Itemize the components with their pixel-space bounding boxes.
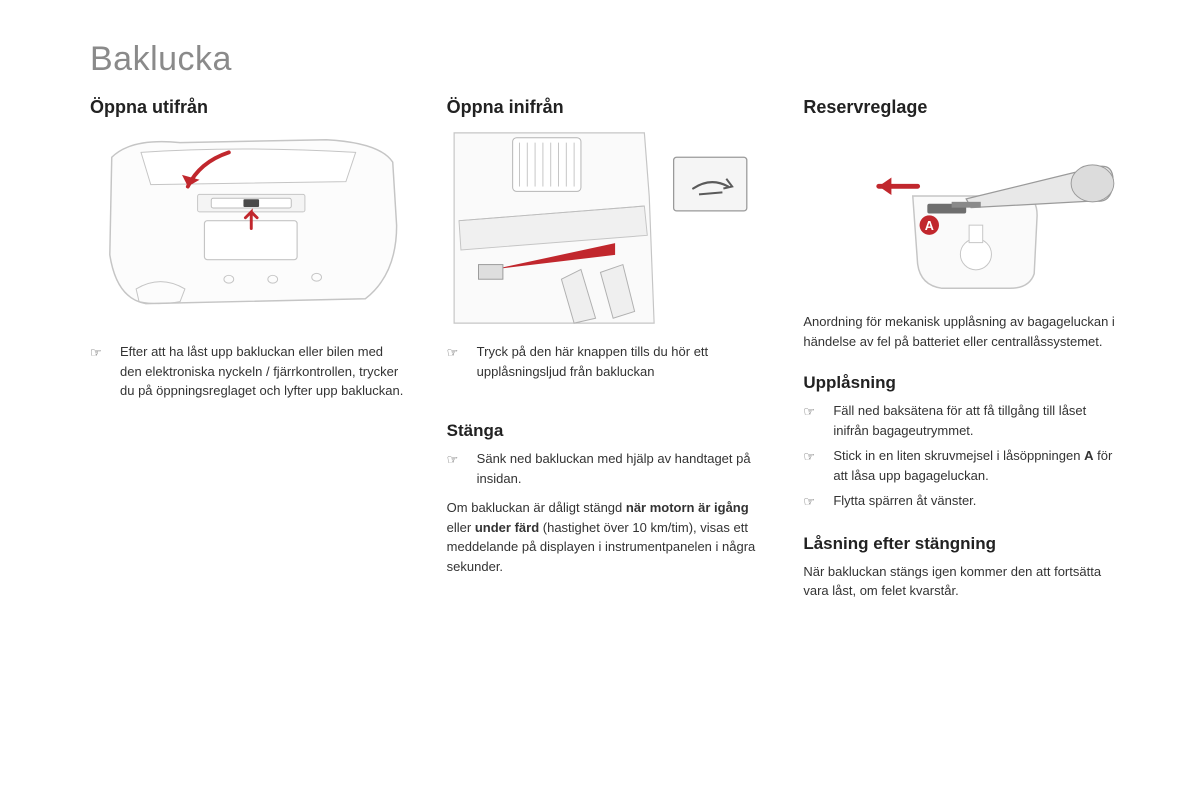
pointer-icon: ☞ xyxy=(447,449,463,488)
bullet-text: Flytta spärren åt vänster. xyxy=(833,491,1120,512)
column-open-inside: Öppna inifrån xyxy=(447,97,764,601)
bullet-item: ☞ Sänk ned bakluckan med hjälp av handta… xyxy=(447,449,764,488)
page-title: Baklucka xyxy=(90,40,1120,79)
bullet-item: ☞ Fäll ned baksätena för att få tillgång… xyxy=(803,401,1120,440)
illustration-interior-button xyxy=(447,128,764,328)
pointer-icon: ☞ xyxy=(803,401,819,440)
lock-after-close-text: När bakluckan stängs igen kommer den att… xyxy=(803,562,1120,601)
pointer-icon: ☞ xyxy=(90,342,106,401)
heading-close: Stänga xyxy=(447,421,764,441)
pointer-icon: ☞ xyxy=(803,491,819,512)
bullet-item: ☞ Flytta spärren åt vänster. xyxy=(803,491,1120,512)
warning-paragraph: Om bakluckan är dåligt stängd när motorn… xyxy=(447,498,764,576)
bullet-text: Fäll ned baksätena för att få tillgång t… xyxy=(833,401,1120,440)
bullet-text: Efter att ha låst upp bakluckan eller bi… xyxy=(120,342,407,401)
bullet-text: Stick in en liten skruvmejsel i låsöppni… xyxy=(833,446,1120,485)
illustration-tailgate-exterior xyxy=(90,128,407,328)
bullet-item: ☞ Efter att ha låst upp bakluckan eller … xyxy=(90,342,407,401)
bullet-text: Sänk ned bakluckan med hjälp av handtage… xyxy=(477,449,764,488)
heading-lock-after-close: Låsning efter stängning xyxy=(803,534,1120,554)
bullet-text: Tryck på den här knappen tills du hör et… xyxy=(477,342,764,381)
heading-open-inside: Öppna inifrån xyxy=(447,97,764,118)
heading-unlock: Upplåsning xyxy=(803,373,1120,393)
illustration-lock-mechanism: A xyxy=(803,128,1120,298)
heading-open-outside: Öppna utifrån xyxy=(90,97,407,118)
columns: Öppna utifrån xyxy=(90,97,1120,601)
pointer-icon: ☞ xyxy=(447,342,463,381)
bullet-item: ☞ Tryck på den här knappen tills du hör … xyxy=(447,342,764,381)
heading-emergency: Reservreglage xyxy=(803,97,1120,118)
bullet-item: ☞ Stick in en liten skruvmejsel i låsöpp… xyxy=(803,446,1120,485)
column-open-outside: Öppna utifrån xyxy=(90,97,407,601)
pointer-icon: ☞ xyxy=(803,446,819,485)
column-emergency-control: Reservreglage A Anordning för xyxy=(803,97,1120,601)
label-a: A xyxy=(925,219,934,233)
emergency-intro: Anordning för mekanisk upplåsning av bag… xyxy=(803,312,1120,351)
